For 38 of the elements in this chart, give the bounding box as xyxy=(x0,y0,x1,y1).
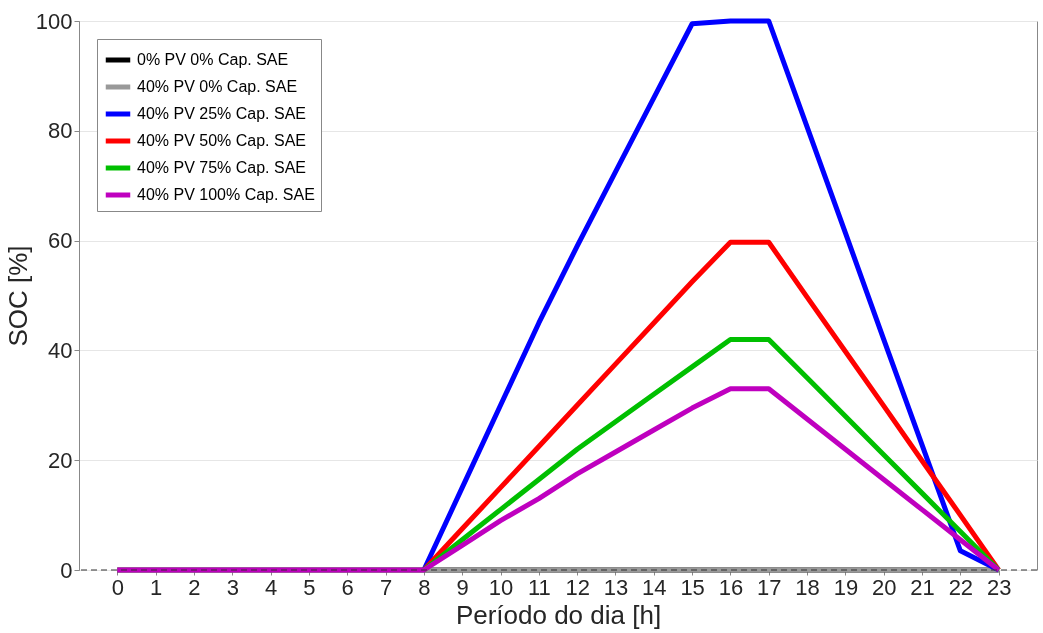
x-tick-label: 3 xyxy=(226,574,239,600)
x-tick-label: 0 xyxy=(111,574,124,600)
y-tick-label: 60 xyxy=(48,228,73,254)
x-tick-label: 13 xyxy=(603,574,629,600)
x-tick-label: 14 xyxy=(642,574,667,600)
x-tick-label: 21 xyxy=(910,574,935,600)
x-tick-label: 4 xyxy=(264,574,278,600)
x-tick-label: 18 xyxy=(795,574,820,600)
x-tick-label: 2 xyxy=(188,574,201,600)
x-tick-label: 16 xyxy=(718,574,744,600)
legend-label: 40% PV 75% Cap. SAE xyxy=(137,159,306,176)
y-tick-label: 20 xyxy=(48,447,73,473)
y-tick-label: 80 xyxy=(48,118,73,144)
y-axis-title: SOC [%] xyxy=(2,245,33,347)
x-tick-label: 9 xyxy=(456,574,469,600)
y-tick-label: 0 xyxy=(60,557,73,583)
x-tick-label: 7 xyxy=(379,574,393,600)
legend-label: 40% PV 100% Cap. SAE xyxy=(137,186,315,203)
x-tick-label: 5 xyxy=(303,574,316,600)
legend-label: 40% PV 25% Cap. SAE xyxy=(137,105,306,122)
legend-label: 0% PV 0% Cap. SAE xyxy=(137,51,289,68)
x-tick-label: 22 xyxy=(948,574,974,600)
y-tick-label: 40 xyxy=(48,337,73,363)
x-tick-label: 23 xyxy=(986,574,1012,600)
x-tick-label: 6 xyxy=(341,574,354,600)
x-tick-label: 10 xyxy=(488,574,514,600)
y-tick-label: 100 xyxy=(35,8,73,34)
x-tick-label: 8 xyxy=(418,574,431,600)
x-tick-label: 12 xyxy=(565,574,590,600)
x-tick-label: 1 xyxy=(150,574,163,600)
x-axis-title: Período do dia [h] xyxy=(455,599,662,630)
legend-label: 40% PV 50% Cap. SAE xyxy=(137,132,306,149)
x-tick-label: 17 xyxy=(757,574,782,600)
x-tick-label: 19 xyxy=(833,574,859,600)
x-tick-label: 11 xyxy=(527,574,551,600)
x-tick-label: 15 xyxy=(680,574,705,600)
x-tick-label: 20 xyxy=(871,574,897,600)
legend-label: 40% PV 0% Cap. SAE xyxy=(137,78,298,95)
